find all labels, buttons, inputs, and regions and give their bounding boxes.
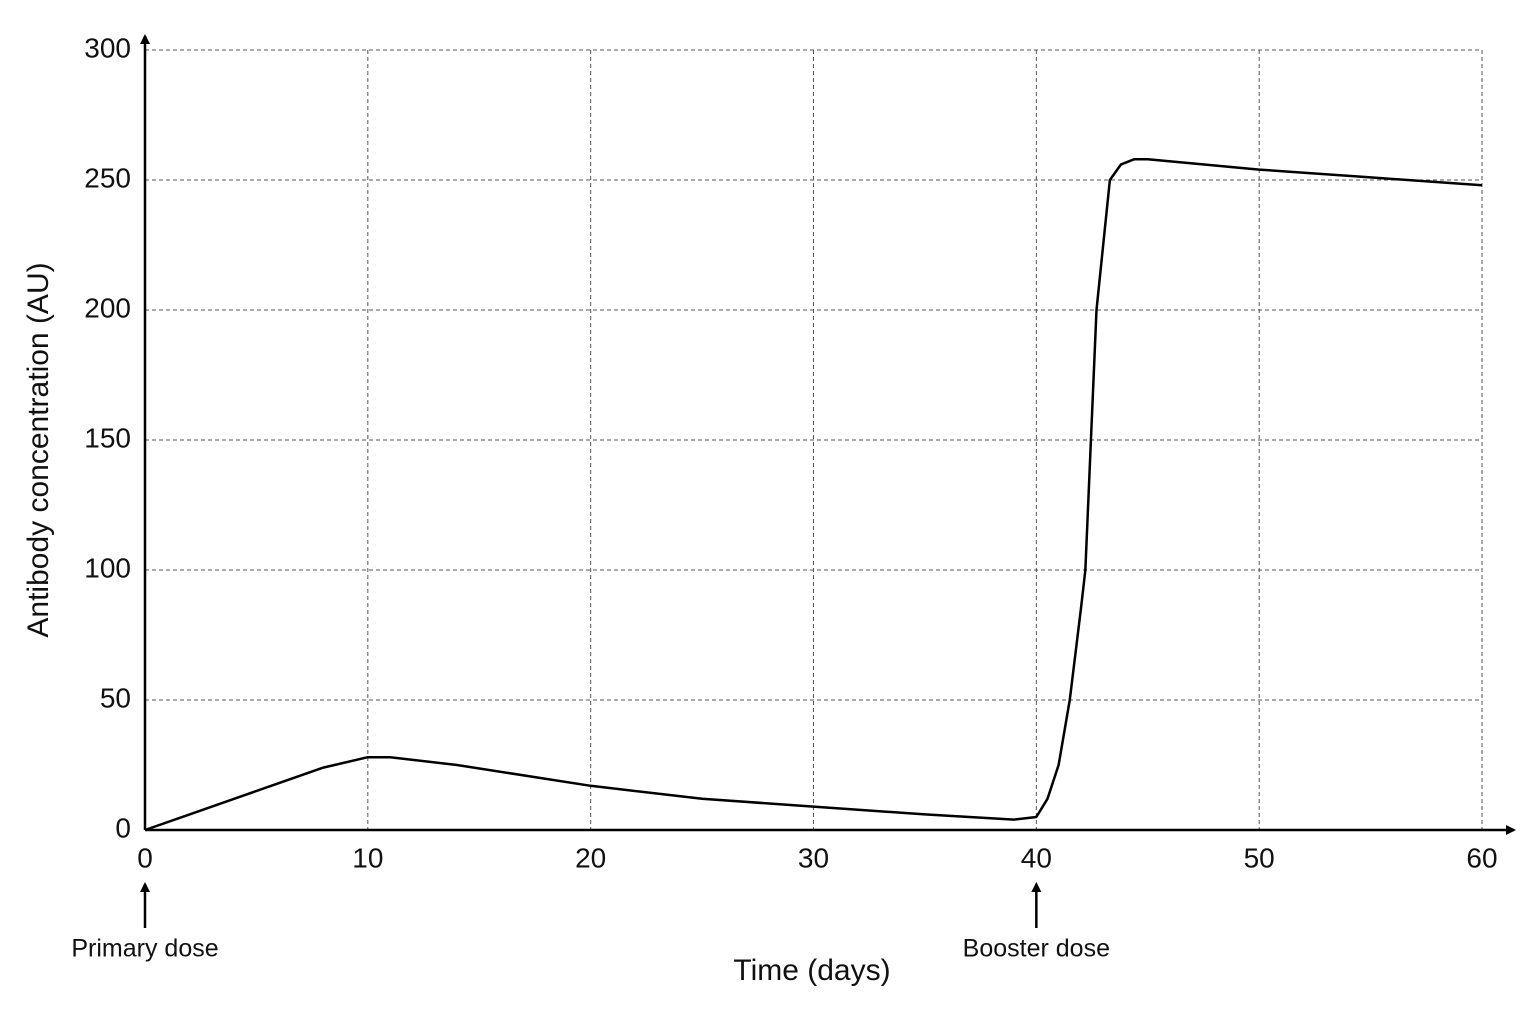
y-tick-label: 200 xyxy=(84,292,131,323)
data-line xyxy=(144,157,1483,832)
x-tick-label: 30 xyxy=(798,842,829,873)
x-axis-title: Time (days) xyxy=(733,954,890,987)
y-tick-label: 300 xyxy=(84,32,131,63)
y-tick-label: 250 xyxy=(84,162,131,193)
y-axis-title: Antibody concentration (AU) xyxy=(22,262,55,637)
y-tick-label: 50 xyxy=(100,682,131,713)
y-tick-label: 0 xyxy=(115,812,131,843)
x-tick-label: 0 xyxy=(137,842,153,873)
x-tick-label: 60 xyxy=(1466,842,1497,873)
y-tick-label: 150 xyxy=(84,422,131,453)
annotation-text: Booster dose xyxy=(963,935,1110,963)
annotation-text: Primary dose xyxy=(71,935,218,963)
x-tick-label: 40 xyxy=(1021,842,1052,873)
y-tick-label: 100 xyxy=(84,552,131,583)
x-tick-label: 10 xyxy=(352,842,383,873)
x-tick-label: 50 xyxy=(1244,842,1275,873)
x-tick-label: 20 xyxy=(575,842,606,873)
